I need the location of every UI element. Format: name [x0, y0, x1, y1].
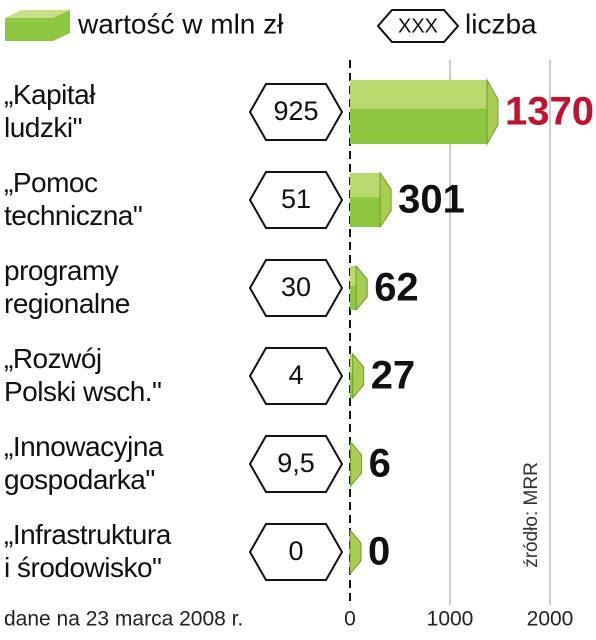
count-badge	[248, 259, 344, 317]
count-badge	[248, 347, 344, 405]
bar-tip	[350, 440, 363, 488]
x-tick-label: 0	[344, 608, 356, 631]
legend-badge	[376, 9, 460, 43]
count-badge	[248, 523, 344, 581]
bar-tip	[352, 352, 365, 400]
category-label: programy regionalne	[4, 255, 130, 319]
bar-face	[350, 80, 487, 109]
value-label: 1370	[505, 90, 594, 134]
note: dane na 23 marca 2008 r.	[4, 608, 243, 631]
category-label: „Rozwój Polski wsch."	[4, 343, 162, 407]
count-badge	[248, 171, 344, 229]
bar-tip	[486, 78, 499, 146]
value-label: 301	[398, 178, 465, 222]
category-label: „Kapitał ludzki"	[4, 79, 95, 143]
count-label: 30	[281, 272, 311, 302]
x-tick-label: 2000	[527, 608, 574, 631]
value-label: 0	[368, 530, 390, 574]
category-label: „Infrastruktura i środowisko"	[4, 519, 171, 583]
legend-badge-text: XXX	[398, 15, 438, 37]
legend-label: wartość w mln zł	[77, 8, 284, 39]
count-label: 0	[288, 536, 303, 566]
bar-face	[350, 354, 353, 374]
bar	[350, 266, 357, 310]
legend-swatch-top	[5, 10, 70, 18]
count-label: 9,5	[277, 448, 315, 478]
category-label: „Innowacyjna gospodarka"	[4, 431, 163, 495]
value-label: 6	[369, 442, 391, 486]
bar-tip	[355, 264, 368, 312]
x-tick-label: 1000	[427, 608, 474, 631]
bar-tip	[349, 528, 362, 576]
value-label: 27	[371, 354, 416, 398]
count-label: 4	[288, 360, 303, 390]
category-label: „Pomoc techniczna"	[4, 167, 143, 231]
bar	[350, 354, 353, 398]
bar-face	[350, 172, 381, 198]
bar-face	[350, 266, 357, 286]
source: źródło: MRR	[521, 462, 542, 568]
count-label: 51	[281, 184, 311, 214]
bar-tip	[379, 171, 392, 229]
count-badge	[248, 83, 344, 141]
legend-label: liczba	[465, 8, 537, 39]
count-label: 925	[273, 96, 318, 126]
count-badge	[248, 435, 344, 493]
value-label: 62	[374, 266, 419, 310]
